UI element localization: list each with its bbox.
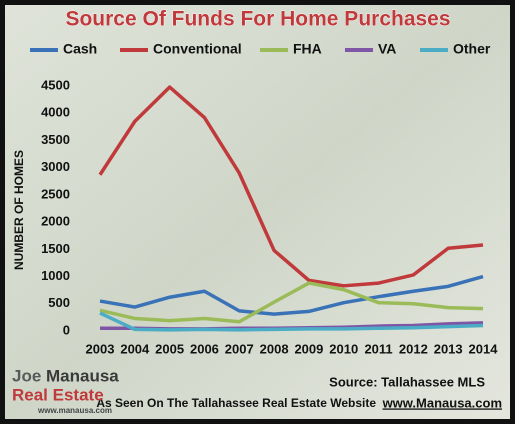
chart-title: Source Of Funds For Home Purchases <box>65 8 450 31</box>
y-tick-label: 2500 <box>41 186 70 201</box>
x-tick-label: 2011 <box>364 341 392 356</box>
footer-link[interactable]: www.Manausa.com <box>382 395 502 410</box>
y-tick-label: 500 <box>48 295 70 310</box>
y-tick-label: 4500 <box>41 77 70 92</box>
y-tick-label: 1000 <box>41 268 70 283</box>
y-tick-label: 2000 <box>41 214 70 229</box>
y-tick-label: 3000 <box>41 159 70 174</box>
legend-label: FHA <box>293 41 322 57</box>
x-tick-label: 2007 <box>225 341 254 356</box>
y-tick-label: 0 <box>63 322 70 337</box>
legend-label: VA <box>378 41 396 57</box>
source: Source: Tallahassee MLS <box>329 374 485 389</box>
y-tick-label: 4000 <box>41 105 70 120</box>
x-tick-label: 2012 <box>399 341 428 356</box>
series-line <box>99 274 484 316</box>
x-tick-label: 2004 <box>120 341 150 356</box>
legend-label: Conventional <box>153 41 242 57</box>
x-tick-label: 2009 <box>294 341 323 356</box>
series-line <box>99 281 484 324</box>
x-tick-label: 2013 <box>434 341 463 356</box>
footer: As Seen On The Tallahassee Real Estate W… <box>96 396 376 410</box>
x-tick-label: 2003 <box>86 341 115 356</box>
legend-label: Other <box>453 41 491 57</box>
y-tick-label: 1500 <box>41 241 70 256</box>
x-tick-label: 2006 <box>190 341 219 356</box>
legend-label: Cash <box>63 41 97 57</box>
series-line <box>99 311 484 332</box>
y-axis-label: NUMBER OF HOMES <box>12 150 26 270</box>
series-line <box>98 85 484 288</box>
x-tick-label: 2008 <box>260 341 289 356</box>
logo-url: www.manausa.com <box>37 406 112 415</box>
logo-line-2: Real Estate <box>12 385 104 404</box>
x-tick-label: 2005 <box>155 341 184 356</box>
y-tick-label: 3500 <box>41 132 70 147</box>
x-tick-label: 2010 <box>329 341 358 356</box>
logo-name-1: Joe <box>12 366 41 385</box>
x-tick-label: 2014 <box>469 341 499 356</box>
logo-name-2: Manausa <box>46 366 119 385</box>
